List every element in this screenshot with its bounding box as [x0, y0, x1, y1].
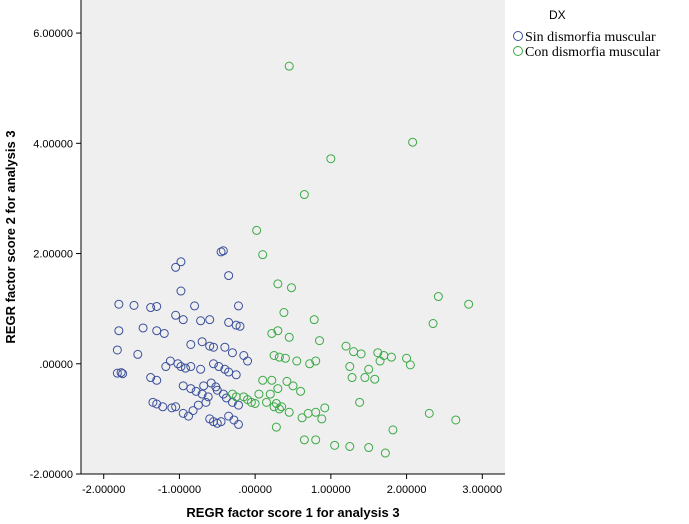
y-axis-ticks: -2.00000 .00000 2.00000 4.00000 6.00000 [30, 28, 81, 481]
x-axis-title: REGR factor score 1 for analysis 3 [186, 505, 399, 520]
y-tick-label: 2.00000 [33, 249, 73, 261]
y-tick-label: 6.00000 [33, 28, 73, 40]
y-tick-label: 4.00000 [33, 138, 73, 150]
legend-marker-sin [514, 32, 523, 41]
x-tick-label: 2.00000 [387, 484, 427, 496]
legend-marker-con [514, 47, 523, 56]
x-tick-label: .00000 [238, 484, 272, 496]
x-tick-label: -2.00000 [82, 484, 125, 496]
x-tick-label: 3.00000 [462, 484, 502, 496]
y-axis-title: REGR factor score 2 for analysis 3 [3, 130, 18, 343]
x-tick-label: 1.00000 [311, 484, 351, 496]
y-tick-label: -2.00000 [30, 469, 73, 481]
y-tick-label: .00000 [39, 359, 73, 371]
legend-title: DX [549, 8, 566, 22]
x-axis-ticks: -2.00000 -1.00000 .00000 1.00000 2.00000 3.00… [82, 474, 502, 496]
legend-label-con: Con dismorfia muscular [525, 45, 661, 60]
x-tick-label: -1.00000 [158, 484, 201, 496]
plot-area [81, 0, 505, 474]
legend: DX Sin dismorfia muscular Con dismorfia … [514, 8, 661, 60]
legend-label-sin: Sin dismorfia muscular [525, 30, 656, 45]
